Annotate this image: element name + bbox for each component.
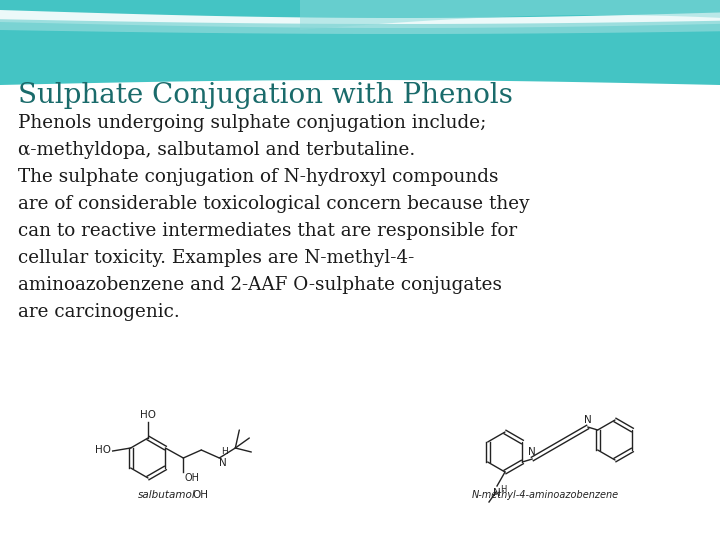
Text: N: N xyxy=(528,447,536,457)
Text: are of considerable toxicological concern because they: are of considerable toxicological concer… xyxy=(18,195,529,213)
Polygon shape xyxy=(0,10,720,28)
Text: N: N xyxy=(493,488,501,498)
Text: HO: HO xyxy=(94,445,111,455)
Text: are carcinogenic.: are carcinogenic. xyxy=(18,303,180,321)
Text: α-methyldopa, salbutamol and terbutaline.: α-methyldopa, salbutamol and terbutaline… xyxy=(18,141,415,159)
Polygon shape xyxy=(0,0,720,110)
Text: salbutamol: salbutamol xyxy=(138,490,196,500)
Text: H: H xyxy=(500,485,506,494)
Polygon shape xyxy=(300,0,720,30)
Polygon shape xyxy=(0,80,720,110)
Text: OH: OH xyxy=(192,490,208,500)
Text: can to reactive intermediates that are responsible for: can to reactive intermediates that are r… xyxy=(18,222,517,240)
Text: HO: HO xyxy=(140,410,156,420)
Polygon shape xyxy=(0,19,720,34)
Polygon shape xyxy=(0,90,720,540)
Text: N: N xyxy=(584,415,592,425)
Text: cellular toxicity. Examples are N-methyl-4-: cellular toxicity. Examples are N-methyl… xyxy=(18,249,414,267)
Text: H: H xyxy=(221,447,228,456)
Text: Sulphate Conjugation with Phenols: Sulphate Conjugation with Phenols xyxy=(18,82,513,109)
Text: The sulphate conjugation of N-hydroxyl compounds: The sulphate conjugation of N-hydroxyl c… xyxy=(18,168,498,186)
Text: N: N xyxy=(220,458,227,468)
Text: N-methyl-4-aminoazobenzene: N-methyl-4-aminoazobenzene xyxy=(472,490,619,500)
Text: Phenols undergoing sulphate conjugation include;: Phenols undergoing sulphate conjugation … xyxy=(18,114,487,132)
Text: OH: OH xyxy=(184,473,199,483)
Text: aminoazobenzene and 2-AAF O-sulphate conjugates: aminoazobenzene and 2-AAF O-sulphate con… xyxy=(18,276,502,294)
